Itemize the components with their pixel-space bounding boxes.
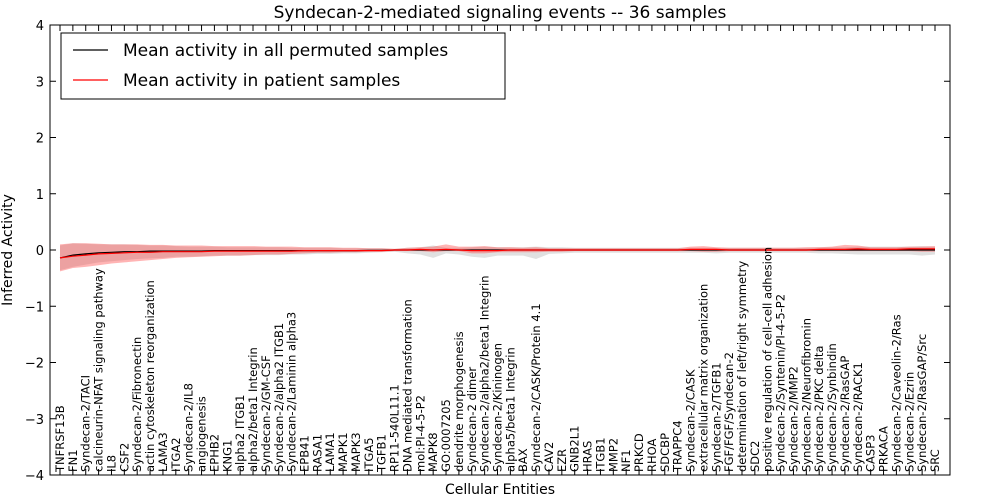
y-tick-label: −3: [25, 413, 44, 428]
y-tick-label: 3: [36, 75, 44, 90]
y-tick-label: −4: [25, 469, 44, 484]
x-category-label: RP11-540L11.1: [388, 384, 402, 472]
x-category-label: calcineurin-NFAT signaling pathway: [92, 268, 106, 472]
legend-box: [60, 32, 506, 100]
x-category-label: MMP2: [606, 438, 620, 472]
x-category-label: RHOA: [645, 439, 659, 472]
legend: Mean activity in all permuted samples Me…: [60, 32, 506, 100]
x-category-label: Syndecan-2/Laminin alpha3: [285, 312, 299, 472]
x-category-label: GO:0007205: [439, 399, 453, 472]
y-axis: 4 3 2 1 0 −1 −2 −3 −4: [25, 19, 950, 484]
x-category-label: Syndecan-2/RACK1: [851, 362, 865, 472]
x-category-label: PRKCD: [632, 433, 646, 472]
x-category-label: KNG1: [220, 440, 234, 472]
x-category-label: mol:PI-4-5-P2: [413, 395, 427, 472]
x-category-label: dendrite morphogenesis: [452, 331, 466, 472]
x-category-label: alpha5/beta1 Integrin: [503, 347, 517, 472]
x-category-label: EPHB2: [207, 434, 221, 472]
x-category-label: Syndecan-2/PKC delta: [812, 346, 826, 472]
x-category-label: Syndecan-2/MMP2: [787, 366, 801, 472]
x-category-label: actin cytoskeleton reorganization: [143, 280, 157, 472]
x-category-label: LAMA3: [156, 432, 170, 472]
x-category-label: Syndecan-2/alpha2 ITGB1: [272, 323, 286, 472]
x-category-label: Syndecan-2/Fibronectin: [130, 337, 144, 472]
plot-frame: [49, 24, 951, 476]
x-category-label: BAX: [516, 448, 530, 472]
x-category-label: Syndecan-2/Kininogen: [491, 343, 505, 472]
y-tick-label: 0: [36, 244, 44, 259]
x-axis: TNFRSF13BFN1Syndecan-2/TACIcalcineurin-N…: [53, 25, 942, 475]
x-category-label: positive regulation of cell-cell adhesio…: [761, 247, 775, 472]
x-category-label: Syndecan-2/TGFB1: [709, 362, 723, 472]
x-category-label: Syndecan-2/TACI: [79, 375, 93, 472]
x-category-label: NF1: [619, 449, 633, 472]
x-category-label: DNA mediated transformation: [400, 299, 414, 472]
x-category-label: alpha2 ITGB1: [233, 395, 247, 472]
chart-title: Syndecan-2-mediated signaling events -- …: [274, 3, 727, 23]
x-category-label: GNB2L1: [568, 426, 582, 472]
x-category-label: EZR: [555, 449, 569, 472]
x-category-label: Syndecan-2/IL8: [182, 383, 196, 472]
x-category-label: Syndecan-2/CASK/Protein 4.1: [529, 303, 543, 472]
x-category-label: alpha2/beta1 Integrin: [246, 347, 260, 472]
x-category-label: MAPK8: [426, 432, 440, 472]
x-category-label: Syndecan-2/RasGAP/Src: [915, 334, 929, 472]
x-category-label: TGFB1: [375, 434, 389, 473]
x-axis-label: Cellular Entities: [445, 482, 555, 498]
x-category-label: HRAS: [581, 441, 595, 472]
x-category-label: determination of left/right symmetry: [735, 261, 749, 472]
y-tick-label: −1: [25, 300, 44, 315]
x-category-label: CSF2: [117, 443, 131, 472]
x-category-label: Syndecan-2/alpha2/beta1 Integrin: [478, 275, 492, 472]
x-category-label: SDC2: [748, 440, 762, 472]
x-category-label: SRC: [928, 449, 942, 472]
x-category-label: FN1: [66, 449, 80, 472]
line-patient: [59, 248, 935, 259]
legend-label-patient: Mean activity in patient samples: [123, 71, 400, 91]
x-category-label: RASA1: [310, 434, 324, 472]
x-category-label: Syndecan-2/GM-CSF: [259, 355, 273, 472]
x-category-label: Syndecan-2/Syntenin/PI-4-5-P2: [774, 294, 788, 472]
x-category-label: Syndecan-2 dimer: [465, 367, 479, 472]
x-category-label: MAPK1: [336, 432, 350, 472]
series-lines: [59, 248, 935, 259]
y-tick-label: 4: [36, 19, 44, 34]
x-category-label: angiogenesis: [195, 396, 209, 472]
x-category-label: ITGA5: [362, 437, 376, 472]
x-category-label: TRAPPC4: [671, 420, 685, 473]
y-tick-label: −2: [25, 357, 44, 372]
x-category-label: Syndecan-2/Caveolin-2/Ras: [889, 314, 903, 472]
x-category-label: Syndecan-2/Ezrin: [902, 372, 916, 472]
x-category-label: SDCBP: [658, 433, 672, 472]
x-category-label: CASP3: [864, 435, 878, 472]
x-category-label: Syndecan-2/RasGAP: [838, 356, 852, 472]
y-tick-label: 1: [36, 188, 44, 203]
x-category-label: Syndecan-2/CASK: [684, 369, 698, 472]
x-category-label: TNFRSF13B: [53, 405, 67, 473]
x-category-label: Syndecan-2/Synbindin: [825, 343, 839, 472]
y-tick-label: 2: [36, 132, 44, 147]
x-category-label: ITGA2: [169, 437, 183, 472]
x-category-label: ITGB1: [593, 437, 607, 472]
x-category-label: FGF/FGF/Syndecan-2: [722, 352, 736, 472]
x-category-label: MAPK3: [349, 432, 363, 472]
legend-label-permuted: Mean activity in all permuted samples: [123, 41, 448, 61]
x-category-label: IL8: [105, 455, 119, 472]
y-axis-label: Inferred Activity: [0, 194, 16, 306]
x-category-label: Syndecan-2/Neurofibromin: [799, 318, 813, 472]
x-category-label: LAMA1: [323, 432, 337, 472]
x-category-label: PRKACA: [877, 426, 891, 472]
x-category-label: EPB41: [298, 435, 312, 472]
x-category-label: CAV2: [542, 442, 556, 472]
x-category-label: extracellular matrix organization: [696, 284, 710, 472]
